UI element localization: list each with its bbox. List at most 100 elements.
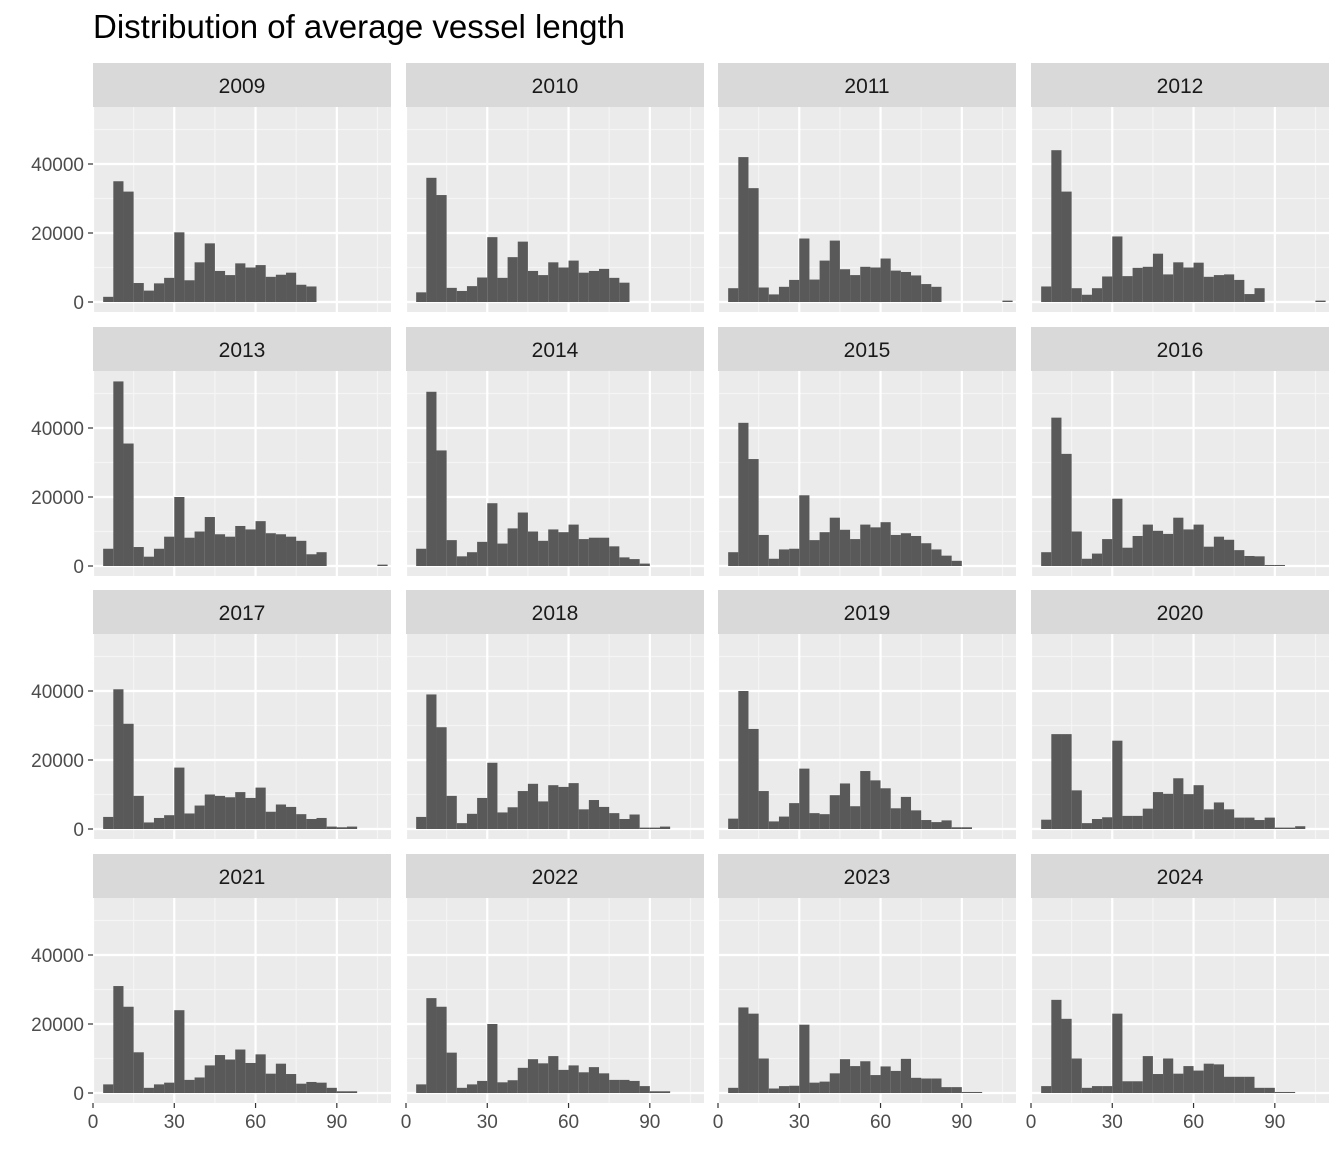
histogram-bar (113, 381, 124, 566)
y-tick-label: 40000 (31, 946, 84, 967)
facet-strip (1031, 590, 1329, 634)
histogram-bar (214, 1055, 226, 1093)
x-tick-label: 0 (88, 1112, 99, 1133)
histogram-bar (1213, 275, 1225, 302)
histogram-bar (1041, 819, 1052, 829)
histogram-bar (1193, 1070, 1204, 1093)
histogram-bar (103, 1084, 114, 1093)
facet-strip-label: 2013 (219, 339, 266, 362)
histogram-bar (466, 1084, 478, 1093)
histogram-bar (860, 266, 871, 302)
histogram-bar (768, 294, 779, 302)
facet-panel-2012: 2012 (1029, 63, 1329, 312)
histogram-bar (133, 795, 144, 829)
histogram-bar (538, 1063, 549, 1093)
histogram-bar (113, 689, 124, 829)
histogram-bar (1142, 808, 1153, 829)
facet-strip (93, 327, 391, 371)
histogram-bar (446, 540, 457, 566)
y-tick-label: 40000 (31, 419, 84, 440)
histogram-bar (870, 1075, 881, 1093)
histogram-bar (619, 282, 630, 302)
histogram-bar (1002, 300, 1013, 302)
histogram-bar (1102, 276, 1113, 302)
histogram-bar (538, 275, 549, 302)
histogram-bar (426, 391, 437, 566)
histogram-bar (497, 1082, 508, 1093)
histogram-bar (558, 267, 569, 302)
histogram-bar (204, 794, 215, 829)
histogram-bar (900, 533, 912, 566)
histogram-bar (1274, 1091, 1285, 1093)
histogram-bar (809, 540, 820, 566)
histogram-bar (204, 517, 215, 566)
histogram-bar (921, 820, 932, 829)
facet-strip (1031, 63, 1329, 107)
histogram-bar (296, 540, 307, 566)
histogram-bar (568, 1065, 579, 1093)
histogram-bar (1071, 790, 1082, 829)
histogram-bar (1213, 536, 1225, 566)
facet-strip (93, 63, 391, 107)
histogram-bar (436, 727, 447, 829)
histogram-bar (1274, 564, 1285, 566)
histogram-bar (911, 275, 922, 302)
histogram-bar (850, 539, 861, 566)
histogram-bar (1254, 820, 1265, 829)
histogram-bar (819, 260, 830, 302)
histogram-bar (1224, 274, 1235, 302)
histogram-bar (880, 1066, 891, 1093)
histogram-bar (1112, 236, 1123, 302)
histogram-bar (275, 274, 287, 302)
histogram-bar (184, 813, 195, 829)
facet-strip (1031, 854, 1329, 898)
histogram-bar (1081, 823, 1092, 829)
histogram-bar (346, 1091, 358, 1093)
histogram-bar (1264, 564, 1275, 566)
histogram-bar (1091, 1086, 1103, 1093)
histogram-bar (466, 552, 478, 566)
histogram-bar (588, 537, 600, 566)
histogram-bar (860, 771, 871, 829)
histogram-bar (778, 549, 790, 566)
histogram-bar (103, 548, 114, 566)
histogram-bar (578, 1072, 589, 1093)
histogram-bar (870, 780, 881, 829)
histogram-bar (1132, 535, 1143, 566)
histogram-bar (1091, 288, 1103, 302)
histogram-bar (286, 806, 297, 829)
histogram-bar (225, 1059, 236, 1093)
histogram-bar (839, 529, 851, 566)
facet-strip-label: 2009 (219, 75, 266, 98)
histogram-bar (517, 512, 528, 566)
histogram-bar (194, 531, 205, 566)
histogram-bar (416, 816, 427, 829)
histogram-bar (103, 816, 114, 829)
histogram-bar (880, 522, 891, 566)
y-tick-label: 20000 (31, 224, 84, 245)
histogram-bar (799, 238, 810, 302)
histogram-bar (225, 797, 236, 829)
histogram-bar (1254, 1087, 1265, 1093)
histogram-bar (829, 795, 840, 829)
histogram-bar (1061, 453, 1072, 566)
histogram-bar (789, 279, 800, 302)
histogram-bar (619, 818, 630, 829)
histogram-bar (558, 532, 569, 566)
facet-panel-2019: 2019 (716, 590, 1016, 839)
histogram-bar (174, 767, 185, 829)
histogram-bar (799, 768, 810, 829)
histogram-bar (599, 537, 610, 566)
histogram-bar (1193, 524, 1204, 566)
histogram-bar (1152, 253, 1164, 302)
histogram-bar (789, 1085, 800, 1093)
histogram-bar (799, 1024, 810, 1093)
histogram-bar (143, 290, 154, 302)
histogram-bar (629, 814, 640, 829)
facet-strip-label: 2012 (1157, 75, 1204, 98)
facet-panel-2015: 2015 (716, 327, 1016, 576)
histogram-bar (578, 539, 589, 566)
histogram-bar (1091, 553, 1103, 566)
histogram-bar (738, 1007, 749, 1093)
histogram-bar (1112, 498, 1123, 566)
